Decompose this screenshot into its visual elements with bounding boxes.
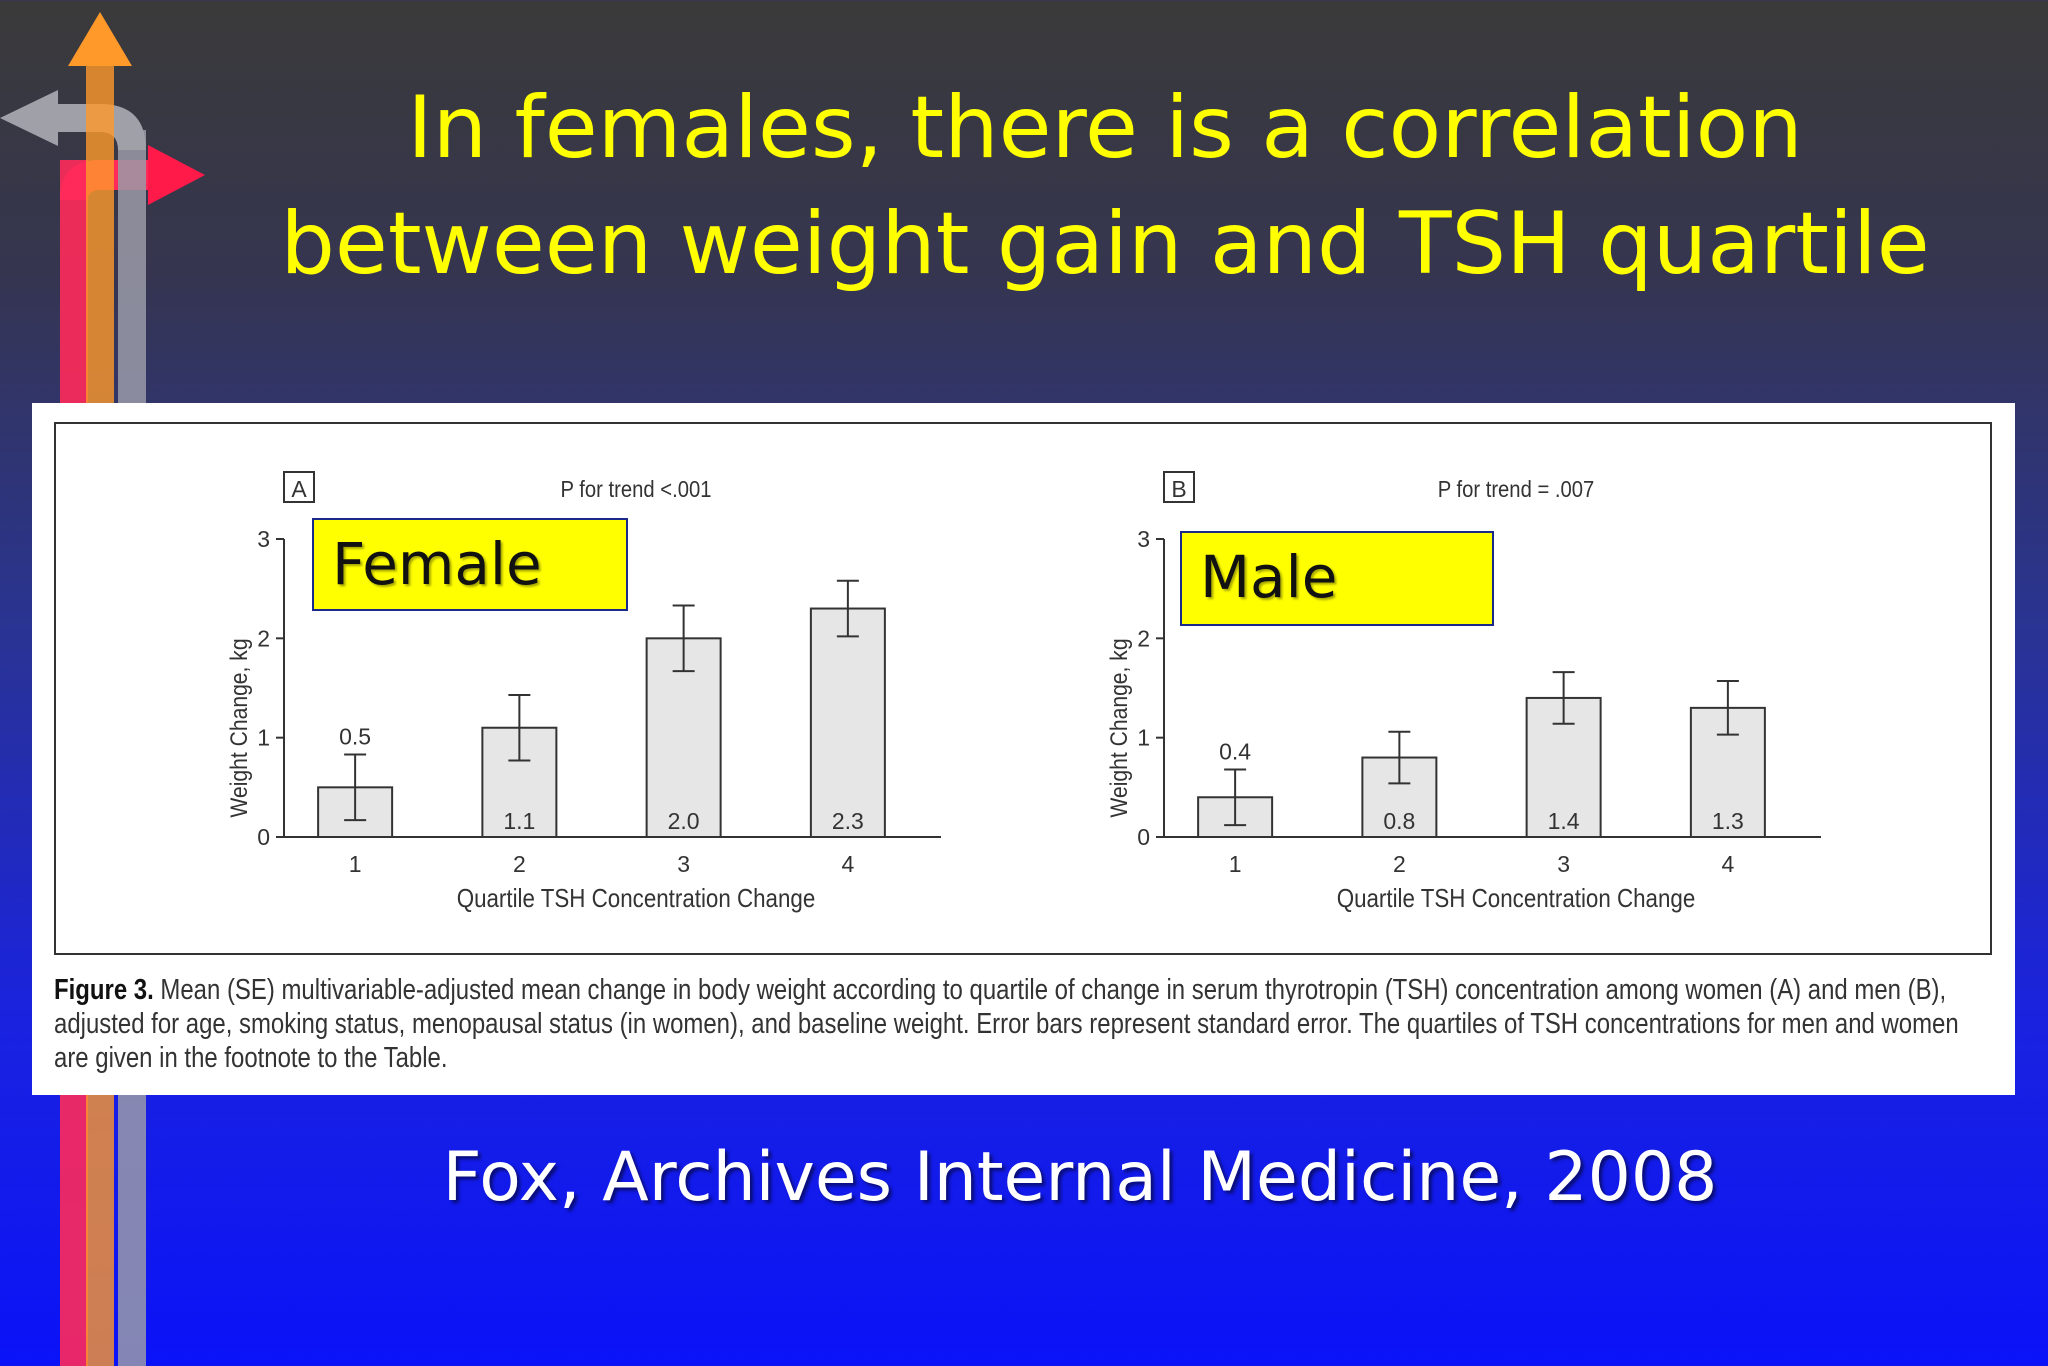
x-tick-label: 3 bbox=[677, 851, 690, 877]
bar-group: 0.4 bbox=[1197, 738, 1274, 838]
x-axis-label: Quartile TSH Concentration Change bbox=[457, 884, 816, 913]
y-axis-label: Weight Change, kg bbox=[226, 638, 253, 817]
data-label: 0.4 bbox=[1219, 738, 1251, 764]
trend-title: P for trend = .007 bbox=[1438, 476, 1595, 503]
bar-group: 1.3 bbox=[1689, 680, 1766, 838]
panel-label-box bbox=[1163, 471, 1195, 503]
y-tick-label: 1 bbox=[257, 725, 270, 751]
y-tick-label: 3 bbox=[1137, 526, 1150, 552]
y-tick-label: 3 bbox=[257, 526, 270, 552]
figure-caption: Figure 3. Mean (SE) multivariable-adjust… bbox=[54, 973, 1994, 1075]
x-tick-label: 2 bbox=[1393, 851, 1406, 877]
x-tick-label: 4 bbox=[1721, 851, 1734, 877]
bar-group: 0.5 bbox=[317, 724, 394, 839]
x-tick-label: 4 bbox=[841, 851, 854, 877]
figure-caption-text: Mean (SE) multivariable-adjusted mean ch… bbox=[54, 974, 1959, 1074]
chart-female: A P for trend <.001 0 1 2 3 Weight Change, kg 0… bbox=[226, 471, 941, 913]
bar-group: 1.4 bbox=[1525, 671, 1602, 838]
bar bbox=[809, 607, 886, 838]
female-callout: Female bbox=[312, 518, 628, 611]
panel-label: A bbox=[283, 471, 315, 503]
panel-label: B bbox=[1163, 471, 1195, 503]
panel-label-text: B bbox=[1171, 476, 1186, 502]
figure-frame bbox=[54, 422, 1992, 955]
x-tick-label: 1 bbox=[1229, 851, 1242, 877]
data-label: 1.3 bbox=[1712, 808, 1744, 834]
bar-group: 0.8 bbox=[1361, 730, 1438, 838]
x-axis-label: Quartile TSH Concentration Change bbox=[1337, 884, 1696, 913]
y-tick-label: 1 bbox=[1137, 725, 1150, 751]
y-tick-label: 0 bbox=[257, 824, 270, 850]
data-label: 2.3 bbox=[832, 808, 864, 834]
y-tick-label: 0 bbox=[1137, 824, 1150, 850]
data-label: 1.1 bbox=[503, 808, 535, 834]
figure-caption-label: Figure 3. bbox=[54, 974, 154, 1006]
male-callout: Male bbox=[1180, 531, 1494, 626]
x-tick-label: 2 bbox=[513, 851, 526, 877]
panel-label-box bbox=[283, 471, 315, 503]
x-tick-label: 3 bbox=[1557, 851, 1570, 877]
red-arrow-right-icon bbox=[148, 145, 205, 205]
orange-arrow-up-icon bbox=[68, 12, 132, 66]
slide-title-line-2: between weight gain and TSH quartile bbox=[280, 194, 1930, 294]
bar-group: 2.3 bbox=[809, 579, 886, 838]
chart-male: B P for trend = .007 0 1 2 3 Weight Change, kg… bbox=[1106, 471, 1821, 913]
y-tick-label: 2 bbox=[1137, 625, 1150, 651]
data-label: 1.4 bbox=[1548, 808, 1580, 834]
y-tick-label: 2 bbox=[257, 625, 270, 651]
trend-title: P for trend <.001 bbox=[561, 476, 712, 503]
slide-title-line-1: In females, there is a correlation bbox=[407, 78, 1803, 178]
bar-group: 1.1 bbox=[481, 693, 558, 839]
x-tick-label: 1 bbox=[349, 851, 362, 877]
gray-arrow-left-icon bbox=[0, 90, 58, 146]
bar-group: 2.0 bbox=[645, 604, 722, 838]
citation: Fox, Archives Internal Medicine, 2008 bbox=[442, 1138, 1718, 1217]
data-label: 0.8 bbox=[1383, 808, 1415, 834]
y-axis-label: Weight Change, kg bbox=[1106, 638, 1133, 817]
data-label: 0.5 bbox=[339, 724, 371, 750]
slide-title: In females, there is a correlation betwe… bbox=[250, 70, 1960, 302]
panel-label-text: A bbox=[291, 476, 307, 502]
data-label: 2.0 bbox=[668, 808, 700, 834]
